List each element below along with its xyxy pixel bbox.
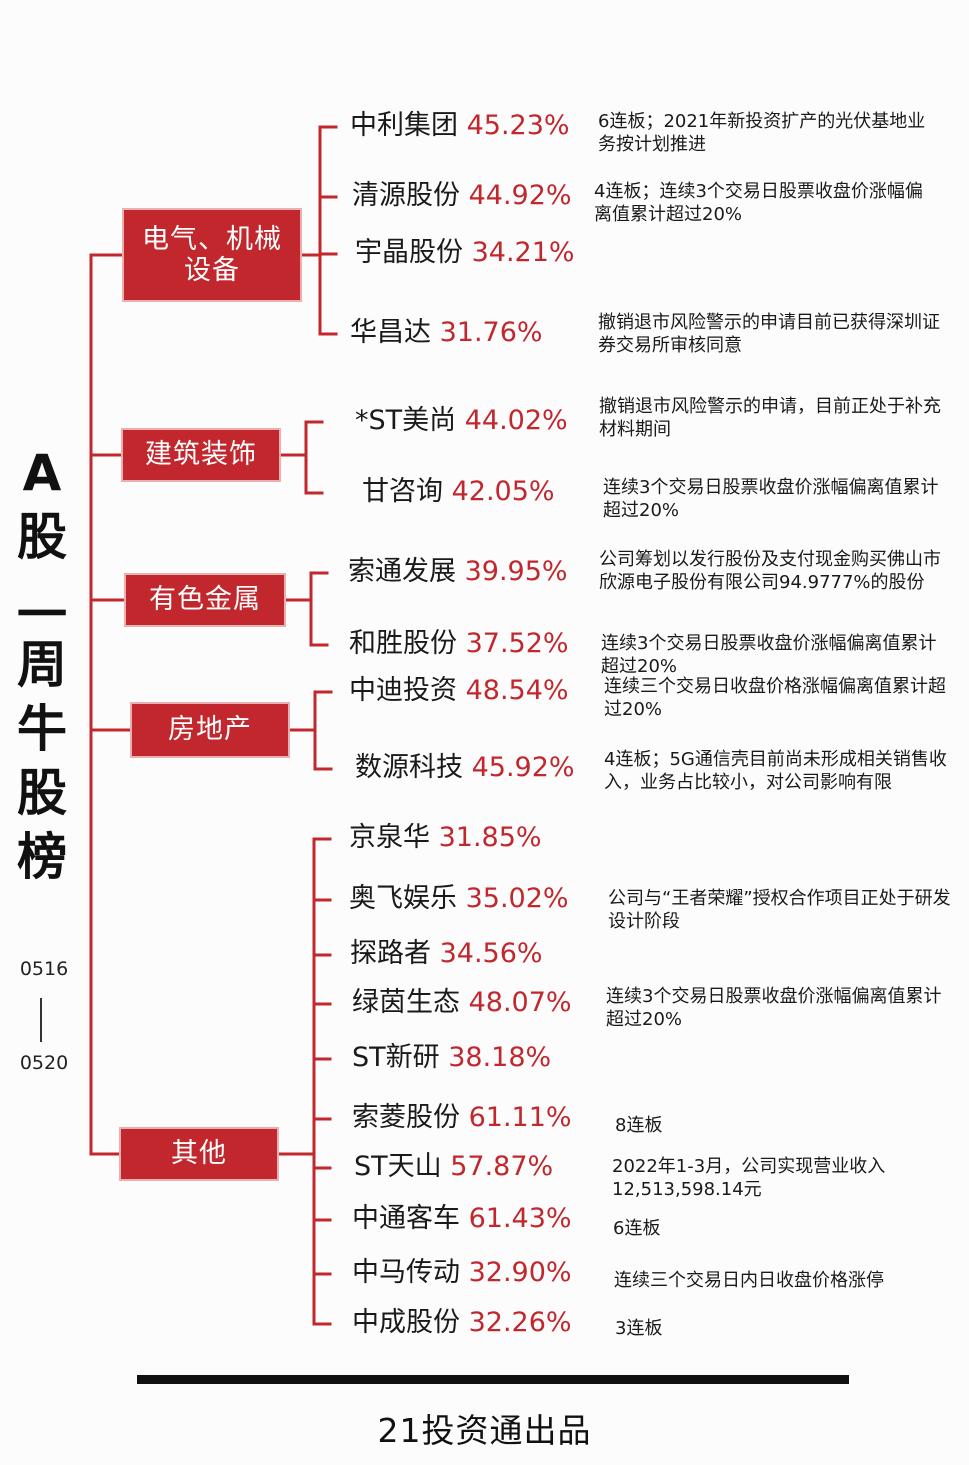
title-char: 一	[17, 586, 67, 644]
stock-name: 宇晶股份	[355, 237, 463, 268]
stock-note: 撤销退市风险警示的申请目前已获得深圳证券交易所审核同意	[598, 312, 940, 356]
stock-note: 连续三个交易日收盘价格涨幅偏离值累计超过20%	[604, 676, 946, 720]
stock-item: 甘咨询 42.05%	[362, 478, 555, 505]
stock-percent: 57.87%	[441, 1151, 554, 1182]
stock-percent: 32.90%	[460, 1257, 572, 1288]
stock-percent: 42.05%	[443, 476, 555, 507]
stock-note: 3连板	[615, 1318, 663, 1339]
stock-percent: 37.52%	[457, 628, 569, 659]
stock-item: ST新研 38.18%	[352, 1044, 551, 1071]
title-char: 股	[17, 508, 67, 566]
stock-name: 中通客车	[352, 1203, 460, 1234]
stock-note: 6连板；2021年新投资扩产的光伏基地业务按计划推进	[598, 111, 926, 155]
stock-item: 京泉华 31.85%	[349, 824, 542, 851]
stock-percent: 48.54%	[457, 675, 569, 706]
stock-note: 4连板；5G通信壳目前尚未形成相关销售收入，业务占比较小，对公司影响有限	[604, 749, 947, 793]
stock-item: 宇晶股份 34.21%	[355, 239, 575, 266]
stock-name: 奥飞娱乐	[349, 883, 457, 914]
stock-note: 连续三个交易日内日收盘价格涨停	[614, 1270, 884, 1291]
stock-note: 撤销退市风险警示的申请，目前正处于补充材料期间	[599, 396, 941, 440]
title-char: 股	[17, 764, 67, 822]
stock-item: ST天山 57.87%	[354, 1153, 553, 1180]
stock-percent: 35.02%	[457, 883, 569, 914]
stock-item: 中通客车 61.43%	[352, 1205, 572, 1232]
stock-item: 中马传动 32.90%	[352, 1259, 572, 1286]
category-box: 有色金属	[124, 573, 286, 627]
stock-percent: 34.56%	[431, 938, 543, 969]
stock-percent: 61.43%	[460, 1203, 572, 1234]
title-char: A	[22, 444, 62, 502]
stock-name: 数源科技	[355, 752, 463, 783]
date-start: 0516	[19, 958, 69, 980]
stock-percent: 32.26%	[460, 1307, 572, 1338]
stock-percent: 31.85%	[430, 822, 542, 853]
category-box: 电气、机械 设备	[122, 208, 302, 302]
stock-note: 公司筹划以发行股份及支付现金购买佛山市欣源电子股份有限公司94.9777%的股份	[599, 549, 941, 593]
stock-name: 索菱股份	[352, 1102, 460, 1133]
stock-name: *ST美尚	[355, 405, 457, 436]
stock-name: 中马传动	[352, 1257, 460, 1288]
stock-percent: 45.92%	[463, 752, 575, 783]
stock-item: 索通发展 39.95%	[348, 558, 568, 585]
stock-percent: 48.07%	[460, 987, 572, 1018]
stock-name: 中利集团	[350, 110, 458, 141]
stock-percent: 38.18%	[439, 1042, 552, 1073]
stock-name: 京泉华	[349, 822, 430, 853]
stock-name: 清源股份	[352, 180, 460, 211]
date-end: 0520	[19, 1052, 69, 1074]
stock-note: 2022年1-3月，公司实现营业收入12,513,598.14元	[612, 1156, 886, 1200]
stock-item: 绿茵生态 48.07%	[352, 989, 572, 1016]
stock-percent: 44.02%	[456, 405, 568, 436]
stock-item: 中成股份 32.26%	[352, 1309, 572, 1336]
stock-percent: 34.21%	[463, 237, 575, 268]
stock-item: 中迪投资 48.54%	[349, 677, 569, 704]
stock-name: 甘咨询	[362, 476, 443, 507]
stock-item: *ST美尚 44.02%	[355, 407, 568, 434]
stock-name: 绿茵生态	[352, 987, 460, 1018]
stock-note: 连续3个交易日股票收盘价涨幅偏离值累计超过20%	[606, 986, 942, 1030]
date-separator	[40, 998, 42, 1042]
category-box: 其他	[119, 1127, 279, 1181]
bottom-divider	[137, 1375, 849, 1384]
stock-name: 华昌达	[350, 317, 431, 348]
stock-percent: 39.95%	[456, 556, 568, 587]
stock-note: 6连板	[613, 1218, 661, 1239]
stock-name: 探路者	[350, 938, 431, 969]
title-char: 周	[17, 636, 67, 694]
title-char: 榜	[17, 828, 67, 886]
stock-note: 8连板	[615, 1115, 663, 1136]
stock-name: 中迪投资	[349, 675, 457, 706]
footer-credit: 21投资通出品	[377, 1411, 592, 1450]
stock-name: ST天山	[354, 1151, 442, 1182]
stock-item: 索菱股份 61.11%	[352, 1104, 572, 1131]
stock-note: 连续3个交易日股票收盘价涨幅偏离值累计超过20%	[603, 477, 939, 521]
stock-note: 公司与“王者荣耀”授权合作项目正处于研发设计阶段	[608, 888, 951, 932]
stock-note: 4连板；连续3个交易日股票收盘价涨幅偏离值累计超过20%	[594, 181, 923, 225]
stock-name: 和胜股份	[349, 628, 457, 659]
stock-percent: 61.11%	[460, 1102, 572, 1133]
stock-name: 中成股份	[352, 1307, 460, 1338]
stock-note: 连续3个交易日股票收盘价涨幅偏离值累计超过20%	[601, 633, 937, 677]
stock-item: 华昌达 31.76%	[350, 319, 543, 346]
stock-percent: 31.76%	[431, 317, 543, 348]
title-char: 牛	[17, 700, 67, 758]
stock-percent: 44.92%	[460, 180, 572, 211]
category-box: 建筑装饰	[121, 428, 281, 482]
stock-item: 清源股份 44.92%	[352, 182, 572, 209]
category-box: 房地产	[130, 702, 290, 758]
stock-item: 奥飞娱乐 35.02%	[349, 885, 569, 912]
stock-item: 中利集团 45.23%	[350, 112, 570, 139]
stock-name: ST新研	[352, 1042, 440, 1073]
stock-name: 索通发展	[348, 556, 456, 587]
stock-item: 和胜股份 37.52%	[349, 630, 569, 657]
stock-percent: 45.23%	[458, 110, 570, 141]
stock-item: 探路者 34.56%	[350, 940, 543, 967]
stock-item: 数源科技 45.92%	[355, 754, 575, 781]
